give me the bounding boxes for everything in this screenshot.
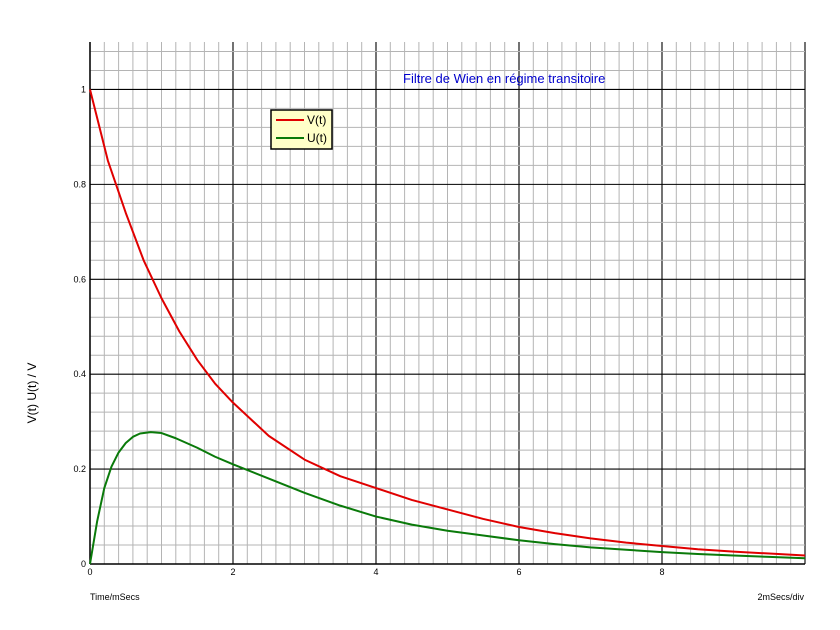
legend-label-v: V(t) — [307, 113, 326, 127]
x-scale-note: 2mSecs/div — [757, 592, 804, 602]
y-tick-label: 0.6 — [73, 274, 86, 284]
y-tick-label: 0 — [81, 559, 86, 569]
x-axis-label: Time/mSecs — [90, 592, 140, 602]
legend: V(t) U(t) — [270, 109, 333, 150]
x-tick-label: 2 — [230, 567, 235, 577]
grid — [89, 42, 806, 565]
series-layer — [89, 89, 806, 565]
y-tick-label: 0.4 — [73, 369, 86, 379]
tick-layer: 0 2 4 6 8 0 0.2 0.4 0.6 0.8 1 — [73, 84, 664, 577]
chart-title: Filtre de Wien en régime transitoire — [403, 71, 605, 86]
series-line-v — [89, 89, 806, 557]
y-tick-label: 0.8 — [73, 179, 86, 189]
y-tick-label: 1 — [81, 84, 86, 94]
y-axis-label: V(t) U(t) / V — [25, 363, 39, 424]
x-tick-label: 0 — [87, 567, 92, 577]
legend-box — [270, 109, 333, 150]
x-tick-label: 8 — [659, 567, 664, 577]
legend-label-u: U(t) — [307, 131, 327, 145]
series-line-u — [89, 431, 806, 565]
x-tick-label: 6 — [516, 567, 521, 577]
y-tick-label: 0.2 — [73, 464, 86, 474]
x-tick-label: 4 — [373, 567, 378, 577]
